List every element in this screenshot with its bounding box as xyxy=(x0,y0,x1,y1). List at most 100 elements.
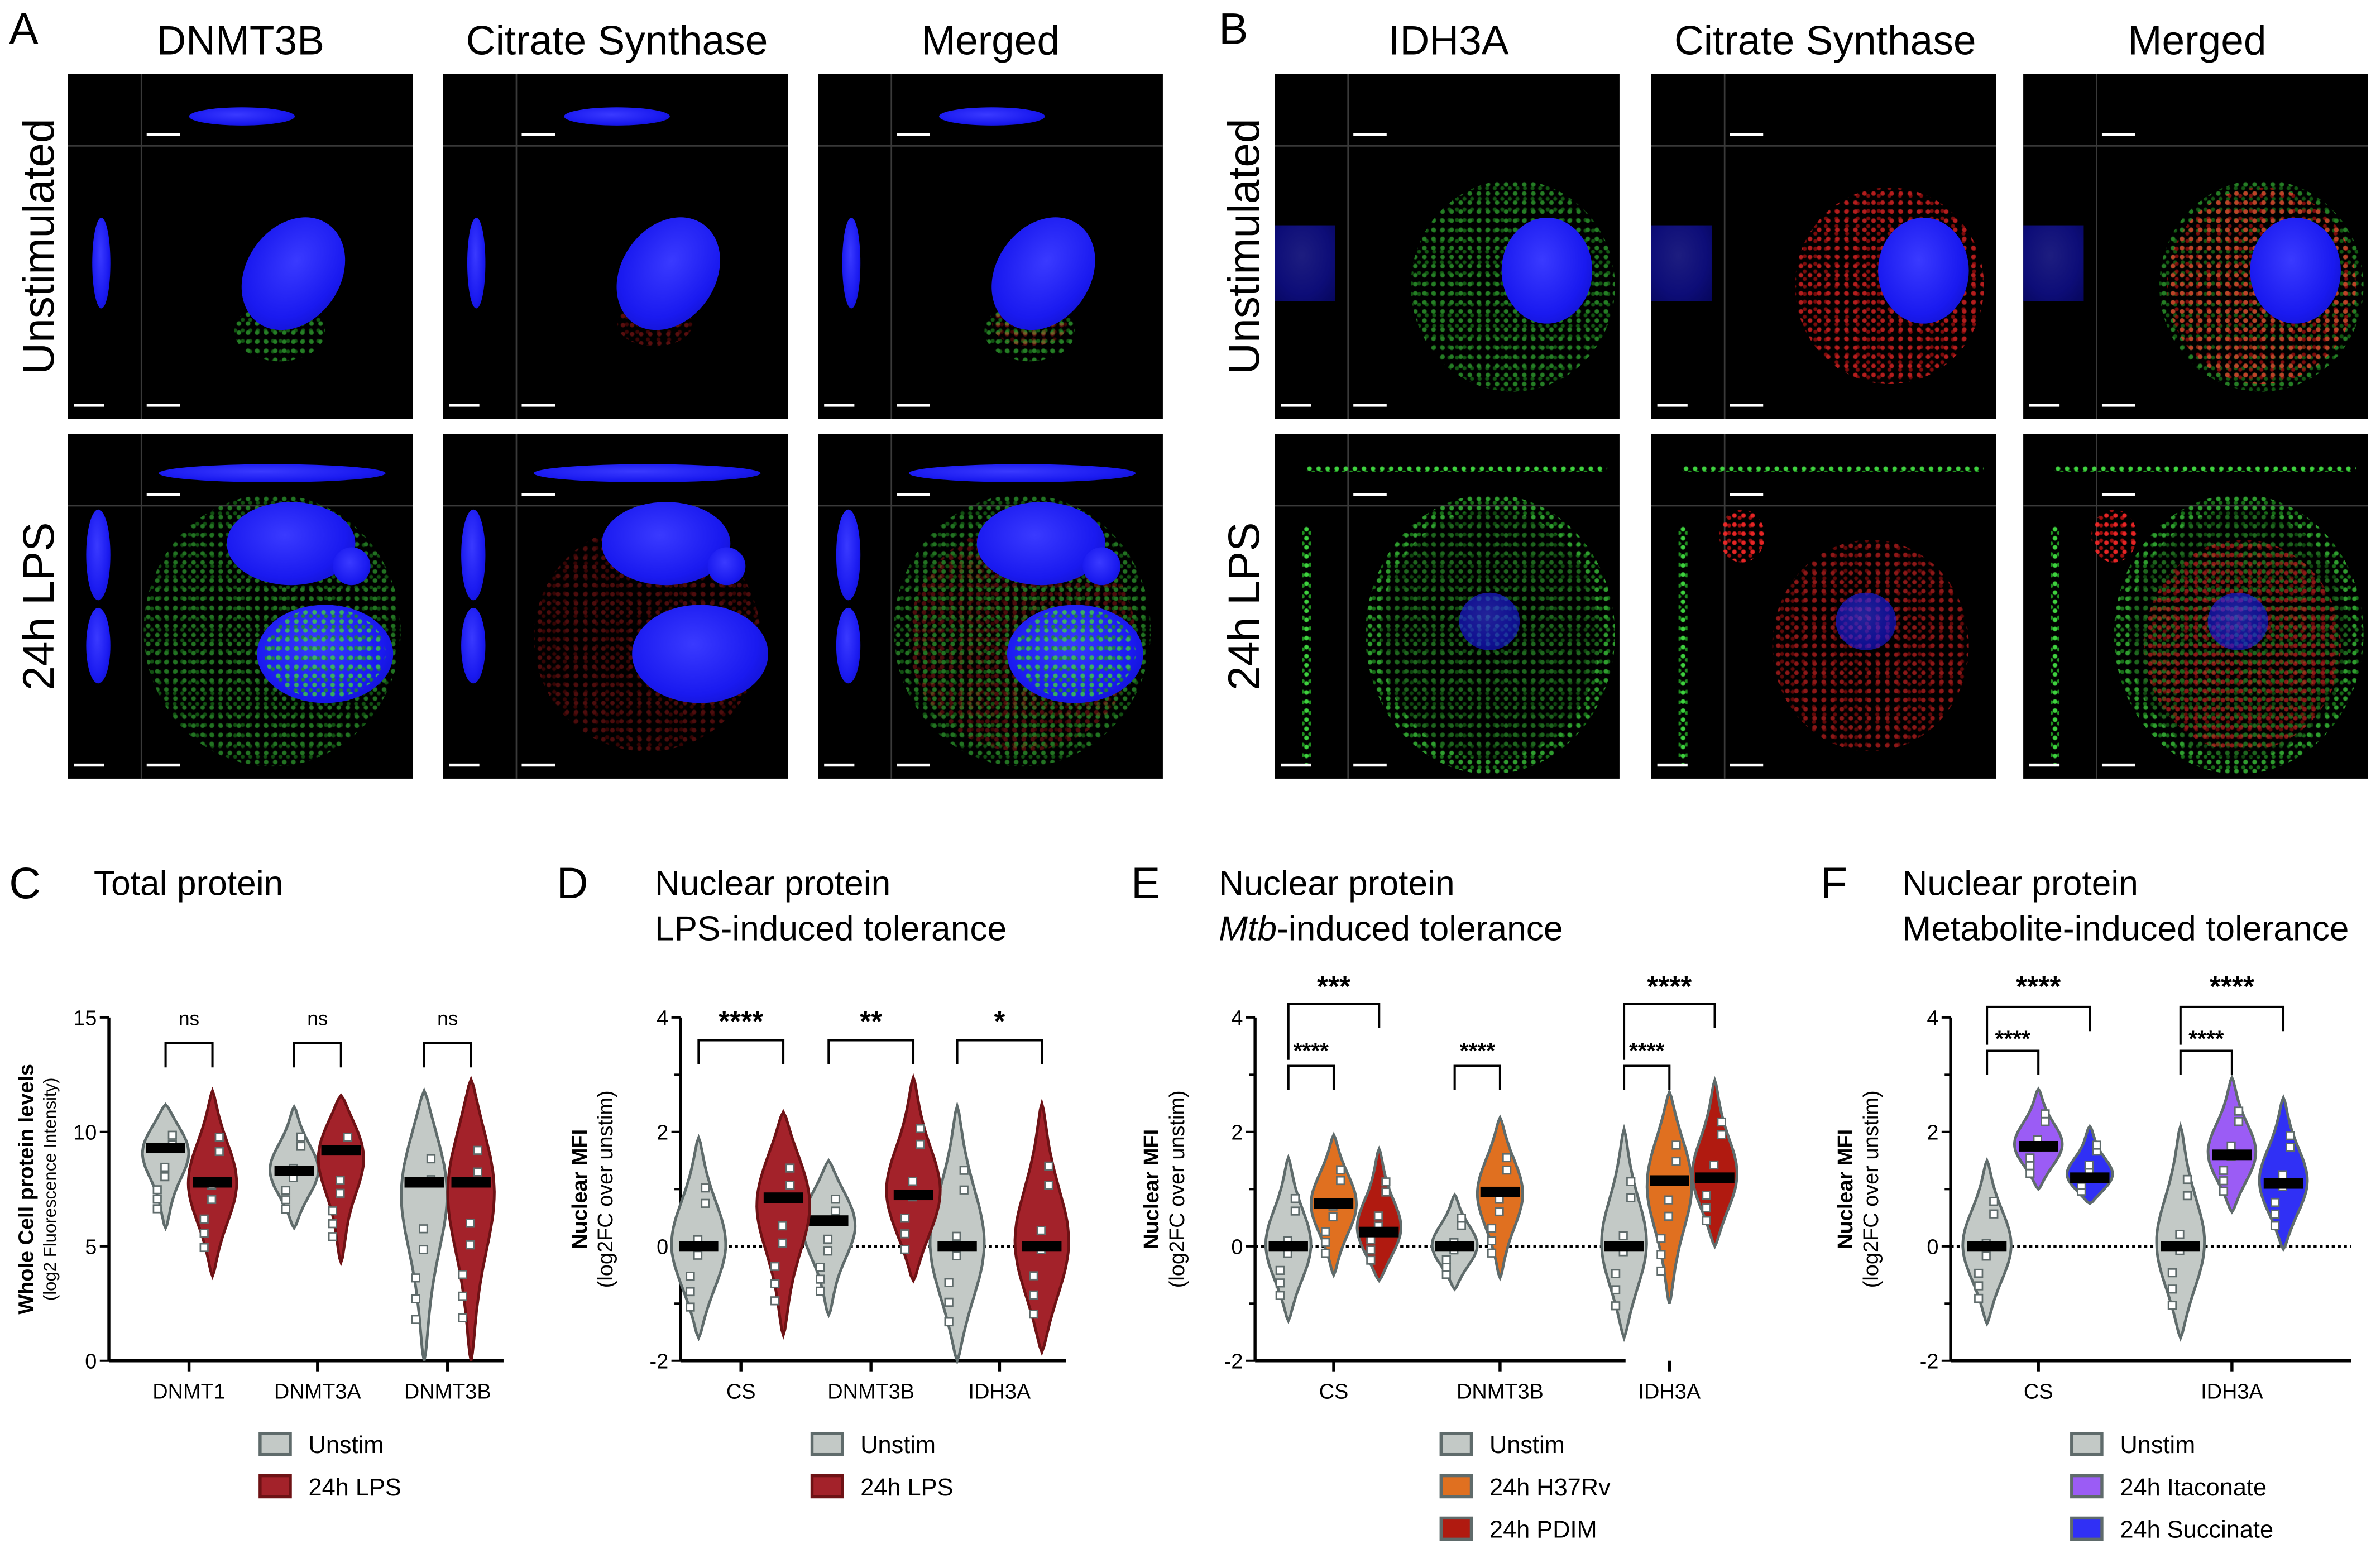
panel-e-subtitle-italic: Mtb xyxy=(1219,908,1277,948)
y-tick-label: -2 xyxy=(1920,1350,1939,1373)
data-point xyxy=(214,1147,224,1157)
data-point xyxy=(816,1263,825,1272)
data-point xyxy=(336,1188,345,1198)
legend-label: Unstim xyxy=(2120,1432,2195,1459)
scale-bar xyxy=(897,493,930,496)
data-point xyxy=(1457,1214,1466,1223)
x-tick-label: DNMT3B xyxy=(1457,1380,1544,1403)
data-point xyxy=(2025,1168,2035,1178)
data-point xyxy=(2286,1143,2295,1152)
data-point xyxy=(336,1176,345,1185)
y-tick-label: 2 xyxy=(1231,1121,1243,1144)
nucleus-yz-section xyxy=(86,509,111,601)
data-point xyxy=(458,1269,467,1279)
significance-bracket xyxy=(164,1042,214,1068)
y-axis-label: Nuclear MFI xyxy=(568,1129,592,1249)
data-point xyxy=(1029,1310,1038,1319)
b-image-merged-unstimulated xyxy=(2023,74,2368,419)
b-image-channel1-24h-lps xyxy=(1275,434,1620,779)
nucleus-xz-section xyxy=(534,464,761,483)
y-tick-label: 0 xyxy=(1231,1235,1243,1259)
yz-section xyxy=(2023,225,2084,301)
y-tick-label: 4 xyxy=(1927,1006,1938,1030)
data-point xyxy=(1290,1206,1300,1216)
y-tick-label: -2 xyxy=(1224,1350,1243,1373)
data-point xyxy=(2084,1161,2094,1170)
data-point xyxy=(916,1124,925,1134)
panel-e-title: Nuclear protein xyxy=(1219,863,1455,903)
data-point xyxy=(152,1185,162,1195)
ortho-divider-vertical xyxy=(1723,74,1726,419)
significance-bracket xyxy=(2179,1049,2233,1075)
data-point xyxy=(281,1195,291,1205)
x-tick-label: IDH3A xyxy=(2201,1380,2263,1403)
xz-section xyxy=(2053,464,2356,472)
ortho-divider-vertical xyxy=(2096,74,2097,419)
data-point xyxy=(2234,1106,2244,1116)
y-tick-label: 4 xyxy=(1231,1006,1243,1030)
significance-bracket xyxy=(1453,1064,1501,1090)
data-point xyxy=(1381,1187,1391,1197)
data-point xyxy=(686,1302,695,1312)
data-point xyxy=(1611,1269,1621,1278)
data-point xyxy=(1717,1130,1726,1140)
data-point xyxy=(296,1132,306,1142)
data-point xyxy=(778,1238,787,1248)
data-point xyxy=(2219,1186,2229,1196)
b-image-channel2-24h-lps xyxy=(1651,434,1996,779)
scale-bar xyxy=(74,763,104,767)
data-point xyxy=(1373,1211,1383,1221)
data-point xyxy=(2041,1117,2050,1126)
median-bar xyxy=(1022,1241,1062,1252)
significance-bracket xyxy=(1287,1003,1381,1060)
data-point xyxy=(426,1154,436,1164)
data-point xyxy=(199,1243,209,1253)
data-point xyxy=(1502,1166,1512,1175)
nucleus xyxy=(2250,218,2341,324)
data-point xyxy=(701,1198,710,1208)
panel-e-subtitle: Mtb-induced tolerance xyxy=(1219,908,1563,948)
y-tick-label: 4 xyxy=(657,1006,668,1030)
data-point xyxy=(1702,1203,1711,1213)
data-point xyxy=(2182,1174,2192,1185)
median-bar xyxy=(2263,1178,2303,1189)
data-point xyxy=(296,1142,306,1151)
panel-e-subtitle-rest: -induced tolerance xyxy=(1276,908,1563,948)
scale-bar xyxy=(2101,493,2135,496)
data-point xyxy=(1441,1262,1451,1272)
data-point xyxy=(2270,1197,2280,1207)
nucleus-yz-section xyxy=(467,218,486,309)
scale-bar xyxy=(2029,404,2060,407)
ortho-divider-horizontal xyxy=(2023,145,2368,147)
y-axis-sublabel: (log2FC over unstim) xyxy=(1860,1090,1883,1288)
nucleus-yz-section xyxy=(836,509,861,601)
data-point xyxy=(2278,1170,2287,1179)
data-point xyxy=(770,1296,780,1306)
nucleus-yz-section xyxy=(92,218,111,309)
panel-b-column-citrate-synthase: Citrate Synthase xyxy=(1674,18,1976,64)
yz-section xyxy=(1275,225,1335,301)
nuclear-foci xyxy=(1014,607,1136,699)
significance-label: ns xyxy=(437,1008,458,1029)
significance-label: **** xyxy=(719,1005,763,1037)
significance-label: **** xyxy=(2188,1025,2224,1051)
scale-bar xyxy=(449,763,480,767)
median-bar xyxy=(146,1143,185,1154)
data-point xyxy=(328,1219,338,1229)
data-point xyxy=(1611,1285,1621,1294)
a-image-channel1-24h-lps xyxy=(68,434,413,779)
data-point xyxy=(2025,1161,2035,1171)
data-point xyxy=(1656,1234,1666,1243)
panel-b-letter: B xyxy=(1219,6,1248,55)
y-tick-label: 2 xyxy=(657,1121,668,1144)
panel-d-letter: D xyxy=(556,860,588,909)
data-point xyxy=(1664,1211,1674,1221)
data-point xyxy=(1495,1207,1504,1216)
data-point xyxy=(2025,1153,2035,1163)
nucleus-xz-section xyxy=(939,107,1045,126)
median-bar xyxy=(451,1177,491,1188)
significance-bracket xyxy=(2179,1005,2285,1045)
xz-section xyxy=(1305,464,1608,472)
legend-swatch xyxy=(258,1474,292,1499)
data-point xyxy=(207,1195,217,1205)
